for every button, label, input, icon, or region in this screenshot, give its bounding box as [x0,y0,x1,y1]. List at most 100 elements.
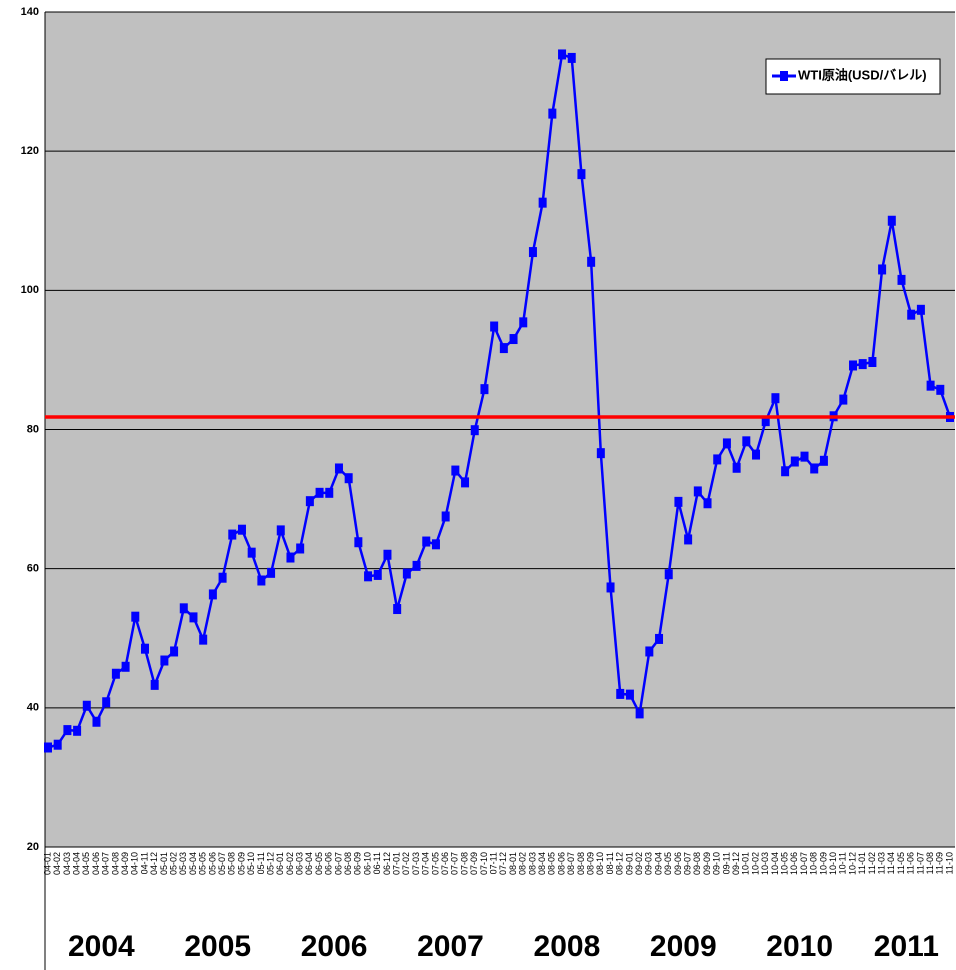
data-point [296,543,305,554]
data-point [858,359,867,370]
data-point [819,455,828,466]
x-tick-label: 06-06 [324,852,334,875]
x-tick-label: 05-10 [246,852,256,875]
x-tick-label: 09-11 [721,852,731,874]
data-point [344,473,353,484]
x-tick-label: 08-02 [518,852,528,875]
data-point [490,321,499,332]
x-tick-label: 04-03 [62,852,72,875]
data-point [286,552,295,563]
x-tick-label: 10-02 [750,852,760,875]
x-tick-label: 09-07 [683,852,693,875]
x-tick-label: 10-11 [838,852,848,874]
x-tick-label: 10-12 [847,852,857,875]
data-point [800,451,809,462]
x-tick-label: 11-01 [857,852,867,874]
x-tick-label: 10-09 [818,852,828,875]
x-tick-label: 05-05 [198,852,208,875]
data-point [519,317,528,328]
data-point [693,486,702,497]
data-point [92,716,101,727]
data-point [771,393,780,404]
x-tick-label: 08-04 [537,852,547,875]
data-point [528,247,537,258]
x-tick-label: 10-07 [799,852,809,875]
x-tick-label: 08-09 [586,852,596,875]
x-tick-label: 05-11 [256,852,266,874]
y-tick-label: 140 [21,6,39,18]
x-tick-label: 05-12 [265,852,275,875]
x-tick-label: 09-02 [634,852,644,875]
year-label: 2010 [766,930,833,963]
data-point [170,646,179,657]
data-point [451,465,460,476]
data-point [121,661,130,672]
x-tick-label: 08-05 [547,852,557,875]
data-point [383,549,392,560]
x-tick-label: 04-04 [71,852,81,875]
data-point [160,655,169,666]
x-tick-label: 08-10 [595,852,605,875]
data-point [480,384,489,395]
x-tick-label: 04-09 [120,852,130,875]
data-point [761,416,770,427]
x-tick-label: 11-02 [867,852,877,874]
year-label: 2007 [417,930,484,963]
data-point [596,448,605,459]
x-tick-label: 05-09 [236,852,246,875]
x-tick-label: 09-01 [624,852,634,875]
data-point [228,529,237,540]
data-point [625,689,634,700]
x-tick-label: 08-06 [556,852,566,875]
year-label: 2009 [650,930,717,963]
data-point [305,496,314,507]
x-tick-label: 11-04 [886,852,896,874]
x-tick-label: 06-11 [372,852,382,874]
year-label: 2004 [68,930,135,963]
data-point [470,425,479,436]
data-point [393,604,402,615]
data-point [150,679,159,690]
x-tick-label: 04-08 [110,852,120,875]
data-point [664,569,673,580]
data-point [53,739,62,750]
data-point [674,496,683,507]
data-point [810,463,819,474]
x-tick-label: 11-07 [915,852,925,874]
y-tick-label: 100 [21,284,39,296]
x-tick-label: 08-07 [566,852,576,875]
x-tick-label: 08-12 [615,852,625,875]
data-point [684,534,693,545]
data-point [247,547,256,558]
year-label: 2006 [301,930,368,963]
x-tick-label: 07-10 [479,852,489,875]
data-point [208,589,217,600]
data-point [897,274,906,285]
x-tick-label: 04-06 [91,852,101,875]
data-point [218,572,227,583]
x-tick-label: 06-03 [295,852,305,875]
x-tick-label: 10-08 [809,852,819,875]
data-point [752,449,761,460]
x-tick-label: 08-11 [605,852,615,874]
x-tick-label: 09-12 [731,852,741,875]
x-tick-label: 07-06 [440,852,450,875]
data-point [567,52,576,63]
x-tick-label: 10-06 [789,852,799,875]
y-tick-label: 40 [27,702,39,714]
x-tick-label: 09-05 [663,852,673,875]
x-tick-label: 07-12 [498,852,508,875]
x-tick-label: 09-10 [712,852,722,875]
data-point [315,487,324,498]
legend-marker [780,71,788,81]
x-tick-label: 04-05 [81,852,91,875]
data-point [907,309,916,320]
data-point [742,436,751,447]
data-point [713,454,722,465]
x-tick-label: 07-09 [469,852,479,875]
x-tick-label: 06-04 [304,852,314,875]
data-point [373,569,382,580]
x-tick-label: 11-06 [906,852,916,874]
data-point [499,343,508,354]
